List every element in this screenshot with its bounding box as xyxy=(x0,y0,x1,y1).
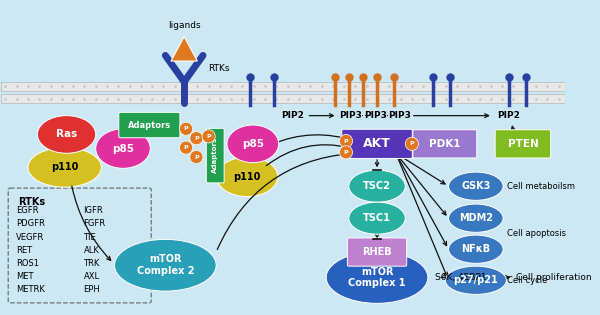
Ellipse shape xyxy=(449,235,503,263)
Text: P: P xyxy=(206,134,211,139)
Ellipse shape xyxy=(405,137,418,151)
Text: P: P xyxy=(184,126,188,131)
Text: P: P xyxy=(344,139,349,144)
Text: P: P xyxy=(194,136,199,141)
FancyBboxPatch shape xyxy=(206,128,224,183)
Text: TIE: TIE xyxy=(83,232,96,242)
Text: PDGFR: PDGFR xyxy=(16,219,44,228)
Text: ALK: ALK xyxy=(83,246,100,255)
FancyBboxPatch shape xyxy=(413,130,477,158)
Text: S6K, 4EBP1: S6K, 4EBP1 xyxy=(436,273,487,282)
Text: p110: p110 xyxy=(233,172,261,182)
Text: ROS1: ROS1 xyxy=(16,259,39,268)
Ellipse shape xyxy=(326,252,428,303)
Text: FGFR: FGFR xyxy=(83,219,106,228)
Bar xyxy=(1,82,565,91)
Text: RHEB: RHEB xyxy=(362,247,392,257)
Text: P: P xyxy=(344,150,349,155)
Ellipse shape xyxy=(340,146,353,159)
Ellipse shape xyxy=(179,122,193,135)
Text: PIP3: PIP3 xyxy=(388,111,411,120)
FancyBboxPatch shape xyxy=(347,238,407,266)
Text: RTKs: RTKs xyxy=(17,198,45,208)
Text: AXL: AXL xyxy=(83,272,100,281)
Polygon shape xyxy=(171,37,197,61)
Text: p85: p85 xyxy=(112,144,134,153)
Text: Cell cycle: Cell cycle xyxy=(507,276,547,285)
Ellipse shape xyxy=(217,157,278,197)
Text: VEGFR: VEGFR xyxy=(16,232,44,242)
Text: METRK: METRK xyxy=(16,285,44,294)
Ellipse shape xyxy=(340,135,353,148)
Text: p85: p85 xyxy=(242,139,264,149)
Text: PIP3: PIP3 xyxy=(364,111,386,120)
Ellipse shape xyxy=(349,202,405,234)
Text: Adaptors: Adaptors xyxy=(212,137,218,173)
Text: Cell proliferation: Cell proliferation xyxy=(516,273,592,282)
Ellipse shape xyxy=(449,204,503,232)
Text: P: P xyxy=(194,155,199,159)
Text: p110: p110 xyxy=(51,162,79,172)
Text: PIP2: PIP2 xyxy=(281,111,304,120)
Ellipse shape xyxy=(449,172,503,200)
Ellipse shape xyxy=(190,132,203,145)
Text: PDK1: PDK1 xyxy=(429,139,461,149)
Ellipse shape xyxy=(190,151,203,163)
FancyBboxPatch shape xyxy=(342,129,412,158)
Text: RTKs: RTKs xyxy=(208,64,229,73)
Text: RET: RET xyxy=(16,246,32,255)
Text: TSC2: TSC2 xyxy=(363,181,391,191)
Text: mTOR
Complex 2: mTOR Complex 2 xyxy=(137,255,194,276)
Ellipse shape xyxy=(37,116,96,153)
Text: PIP3: PIP3 xyxy=(339,111,362,120)
Text: ···: ··· xyxy=(383,111,392,121)
Ellipse shape xyxy=(227,125,279,163)
Text: p27/p21: p27/p21 xyxy=(454,275,498,285)
Ellipse shape xyxy=(202,130,215,143)
FancyBboxPatch shape xyxy=(119,112,180,138)
Text: P: P xyxy=(410,141,414,146)
Text: EGFR: EGFR xyxy=(16,206,38,215)
Ellipse shape xyxy=(349,170,405,202)
FancyBboxPatch shape xyxy=(8,188,151,303)
Ellipse shape xyxy=(28,148,101,187)
Ellipse shape xyxy=(96,129,150,168)
Ellipse shape xyxy=(115,239,216,291)
Text: EPH: EPH xyxy=(83,285,100,294)
Text: NFκB: NFκB xyxy=(461,244,490,254)
Text: AKT: AKT xyxy=(363,137,391,150)
Text: TSC1: TSC1 xyxy=(363,213,391,223)
Text: mTOR
Complex 1: mTOR Complex 1 xyxy=(348,267,406,288)
Text: GSK3: GSK3 xyxy=(461,181,491,191)
Text: TRK: TRK xyxy=(83,259,100,268)
Text: PTEN: PTEN xyxy=(508,139,538,149)
Text: Cell metaboilsm: Cell metaboilsm xyxy=(507,182,575,191)
Text: MET: MET xyxy=(16,272,33,281)
Text: Cell apoptosis: Cell apoptosis xyxy=(507,229,566,238)
Text: Adaptors: Adaptors xyxy=(128,121,171,129)
Text: ligands: ligands xyxy=(168,21,200,30)
Text: ···: ··· xyxy=(358,111,367,121)
Text: Ras: Ras xyxy=(56,129,77,140)
Ellipse shape xyxy=(445,266,506,295)
Bar xyxy=(1,94,565,103)
Text: MDM2: MDM2 xyxy=(459,213,493,223)
Ellipse shape xyxy=(179,141,193,154)
FancyBboxPatch shape xyxy=(495,130,551,158)
Text: P: P xyxy=(184,145,188,150)
Text: PIP2: PIP2 xyxy=(497,111,520,120)
Text: IGFR: IGFR xyxy=(83,206,103,215)
